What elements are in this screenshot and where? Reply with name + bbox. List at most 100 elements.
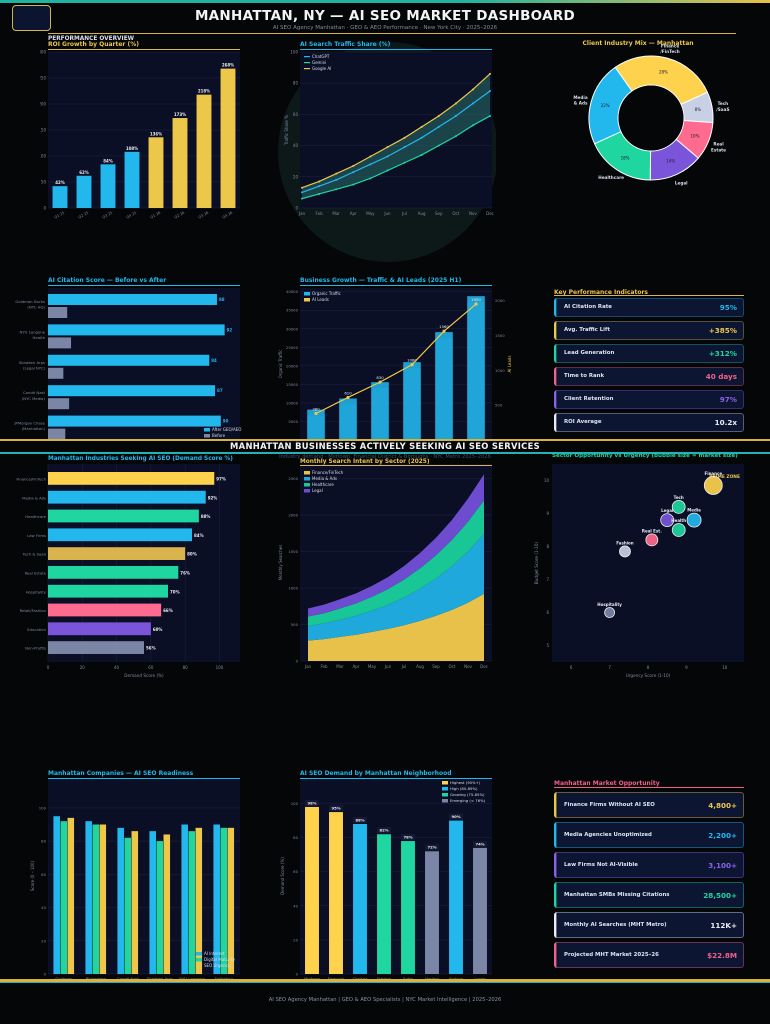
opportunity-card: Media Agencies Unoptimized 2,200+ (554, 822, 744, 848)
legend-swatch (304, 483, 310, 487)
opportunity-label: Media Agencies Unoptimized (564, 832, 652, 838)
series-point (318, 192, 321, 195)
opportunity-label: Monthly AI Searches (MHT Metro) (564, 922, 667, 928)
chart-title: Monthly Search Intent by Sector (2025) (300, 459, 430, 465)
bar (124, 837, 132, 974)
bar (329, 812, 343, 974)
x-tick-label: Aug (416, 664, 424, 669)
bar (48, 603, 162, 617)
leads-value-label: 610 (344, 390, 352, 395)
bar (353, 824, 367, 974)
y-tick-label: 40 (293, 143, 299, 148)
bar-value-label: 173% (174, 112, 186, 117)
y-tick-label: NYU Langone Health (20, 329, 46, 340)
bar-value-label: 88 (219, 297, 225, 302)
legend-swatch (304, 489, 310, 493)
series-point (489, 114, 491, 117)
legend-swatch (442, 781, 448, 785)
x-tick-label: Aug (418, 211, 426, 216)
legend-swatch (204, 428, 210, 432)
y-axis-label: Monthly Searches (278, 545, 283, 581)
y-tick-label: 60 (293, 112, 299, 117)
bar-before (48, 398, 70, 410)
y-tick-label: 0 (43, 206, 46, 211)
x-tick-label: 100 (216, 665, 224, 670)
x-tick-label: Oct (452, 211, 459, 216)
x-tick-label: Q2 26 (174, 210, 186, 219)
leads-value-label: 830 (376, 375, 384, 380)
x-tick-label: Sep (432, 664, 440, 669)
opportunity-value: 2,200+ (708, 831, 737, 840)
y-tick-label-line: Goldman Sachs (15, 299, 45, 304)
bar (401, 841, 415, 974)
scatter-point (660, 513, 675, 527)
y-tick-label: Law Firms (27, 533, 46, 538)
y-axis-label: Score (0 – 100) (30, 860, 35, 891)
bar-value-label: 92% (208, 495, 218, 500)
opportunity-label: Finance Firms Without AI SEO (564, 802, 655, 808)
x-tick-label: Mar (332, 211, 340, 216)
legend-label: Before (212, 433, 226, 438)
bar-value-badge (377, 827, 391, 834)
kpi-value: 40 days (705, 372, 737, 381)
chart-title: Manhattan Industries Seeking AI SEO (Dem… (48, 456, 233, 462)
bar-value-label: 76% (180, 570, 190, 575)
y-tick-label: 300 (40, 50, 46, 55)
chart-citation: AI Citation Score — Before vs After 88 Gol… (13, 277, 241, 440)
y-tick-label: Finance/FinTech (16, 476, 46, 481)
series-point (301, 186, 303, 189)
bar-traffic (371, 382, 389, 440)
bar (99, 824, 107, 974)
section-banner-subtitle: Industry demand · Midtown, Financial Dis… (279, 454, 491, 460)
bar (52, 186, 68, 208)
x-tick-label: Jan (304, 664, 312, 669)
bar-value-label: 78% (403, 834, 412, 839)
series-point (489, 90, 491, 92)
x-tick-label: May (366, 211, 375, 216)
scatter-point-label: Legal (661, 508, 674, 513)
bar (48, 528, 192, 542)
pie-value-label: 18% (621, 155, 630, 160)
x-tick-label: 20 (80, 665, 86, 670)
scatter-point-label: Health (671, 518, 686, 523)
bar-value-label: 95% (331, 805, 340, 810)
kpi-card: AI Citation Rate 95% (554, 298, 744, 317)
y-tick-label: 60 (293, 869, 298, 874)
chart-title: Business Growth — Traffic & AI Leads (20… (300, 277, 462, 284)
chart-title: AI Citation Score — Before vs After (48, 277, 166, 284)
bar-value-label: 84 (211, 358, 217, 363)
opportunity-card: Monthly AI Searches (MHT Metro) 112K+ (554, 912, 744, 938)
series-point (420, 153, 423, 156)
leads-point (410, 363, 414, 367)
bar-traffic (467, 296, 485, 440)
bar-value-label: 98% (307, 800, 316, 805)
scatter-point (645, 533, 659, 547)
y-tick-label-line: JPMorgan Chase (13, 421, 45, 426)
legend-swatch (304, 56, 310, 58)
y-tick-label: 100 (290, 50, 298, 55)
bar-value-badge (305, 799, 319, 806)
opportunity-label: Projected MHT Market 2025–26 (564, 952, 659, 958)
bar-value-badge (401, 834, 415, 841)
y-tick-label-line: (Manhattan) (22, 426, 46, 431)
bar-after (48, 354, 210, 366)
x-tick-label: Condé Nast (117, 976, 139, 981)
y-tick-label: 5000 (288, 419, 298, 424)
kpi-list: AI Citation Rate 95% Avg. Traffic Lift +385… (554, 298, 744, 438)
bar (181, 824, 188, 974)
x-tick-label: Q4 25 (126, 211, 137, 220)
bar (148, 137, 164, 208)
bar-value-label: 90% (451, 814, 460, 819)
opportunity-label: Law Firms Not AI-Visible (564, 862, 638, 868)
bar (213, 824, 220, 974)
bar (131, 831, 139, 974)
y-tick-label: 15000 (286, 382, 299, 387)
bar-value-label: 92 (227, 327, 233, 332)
y-tick-label: Hospitality (26, 589, 47, 594)
x-tick-label: Apr (353, 664, 360, 669)
bar (117, 827, 124, 974)
bar-value-badge (329, 805, 343, 812)
y-tick-label: 2500 (288, 476, 298, 481)
pie-category-label-line: Media (573, 95, 587, 100)
kpi-panel: Key Performance Indicators AI Citation R… (552, 287, 744, 439)
